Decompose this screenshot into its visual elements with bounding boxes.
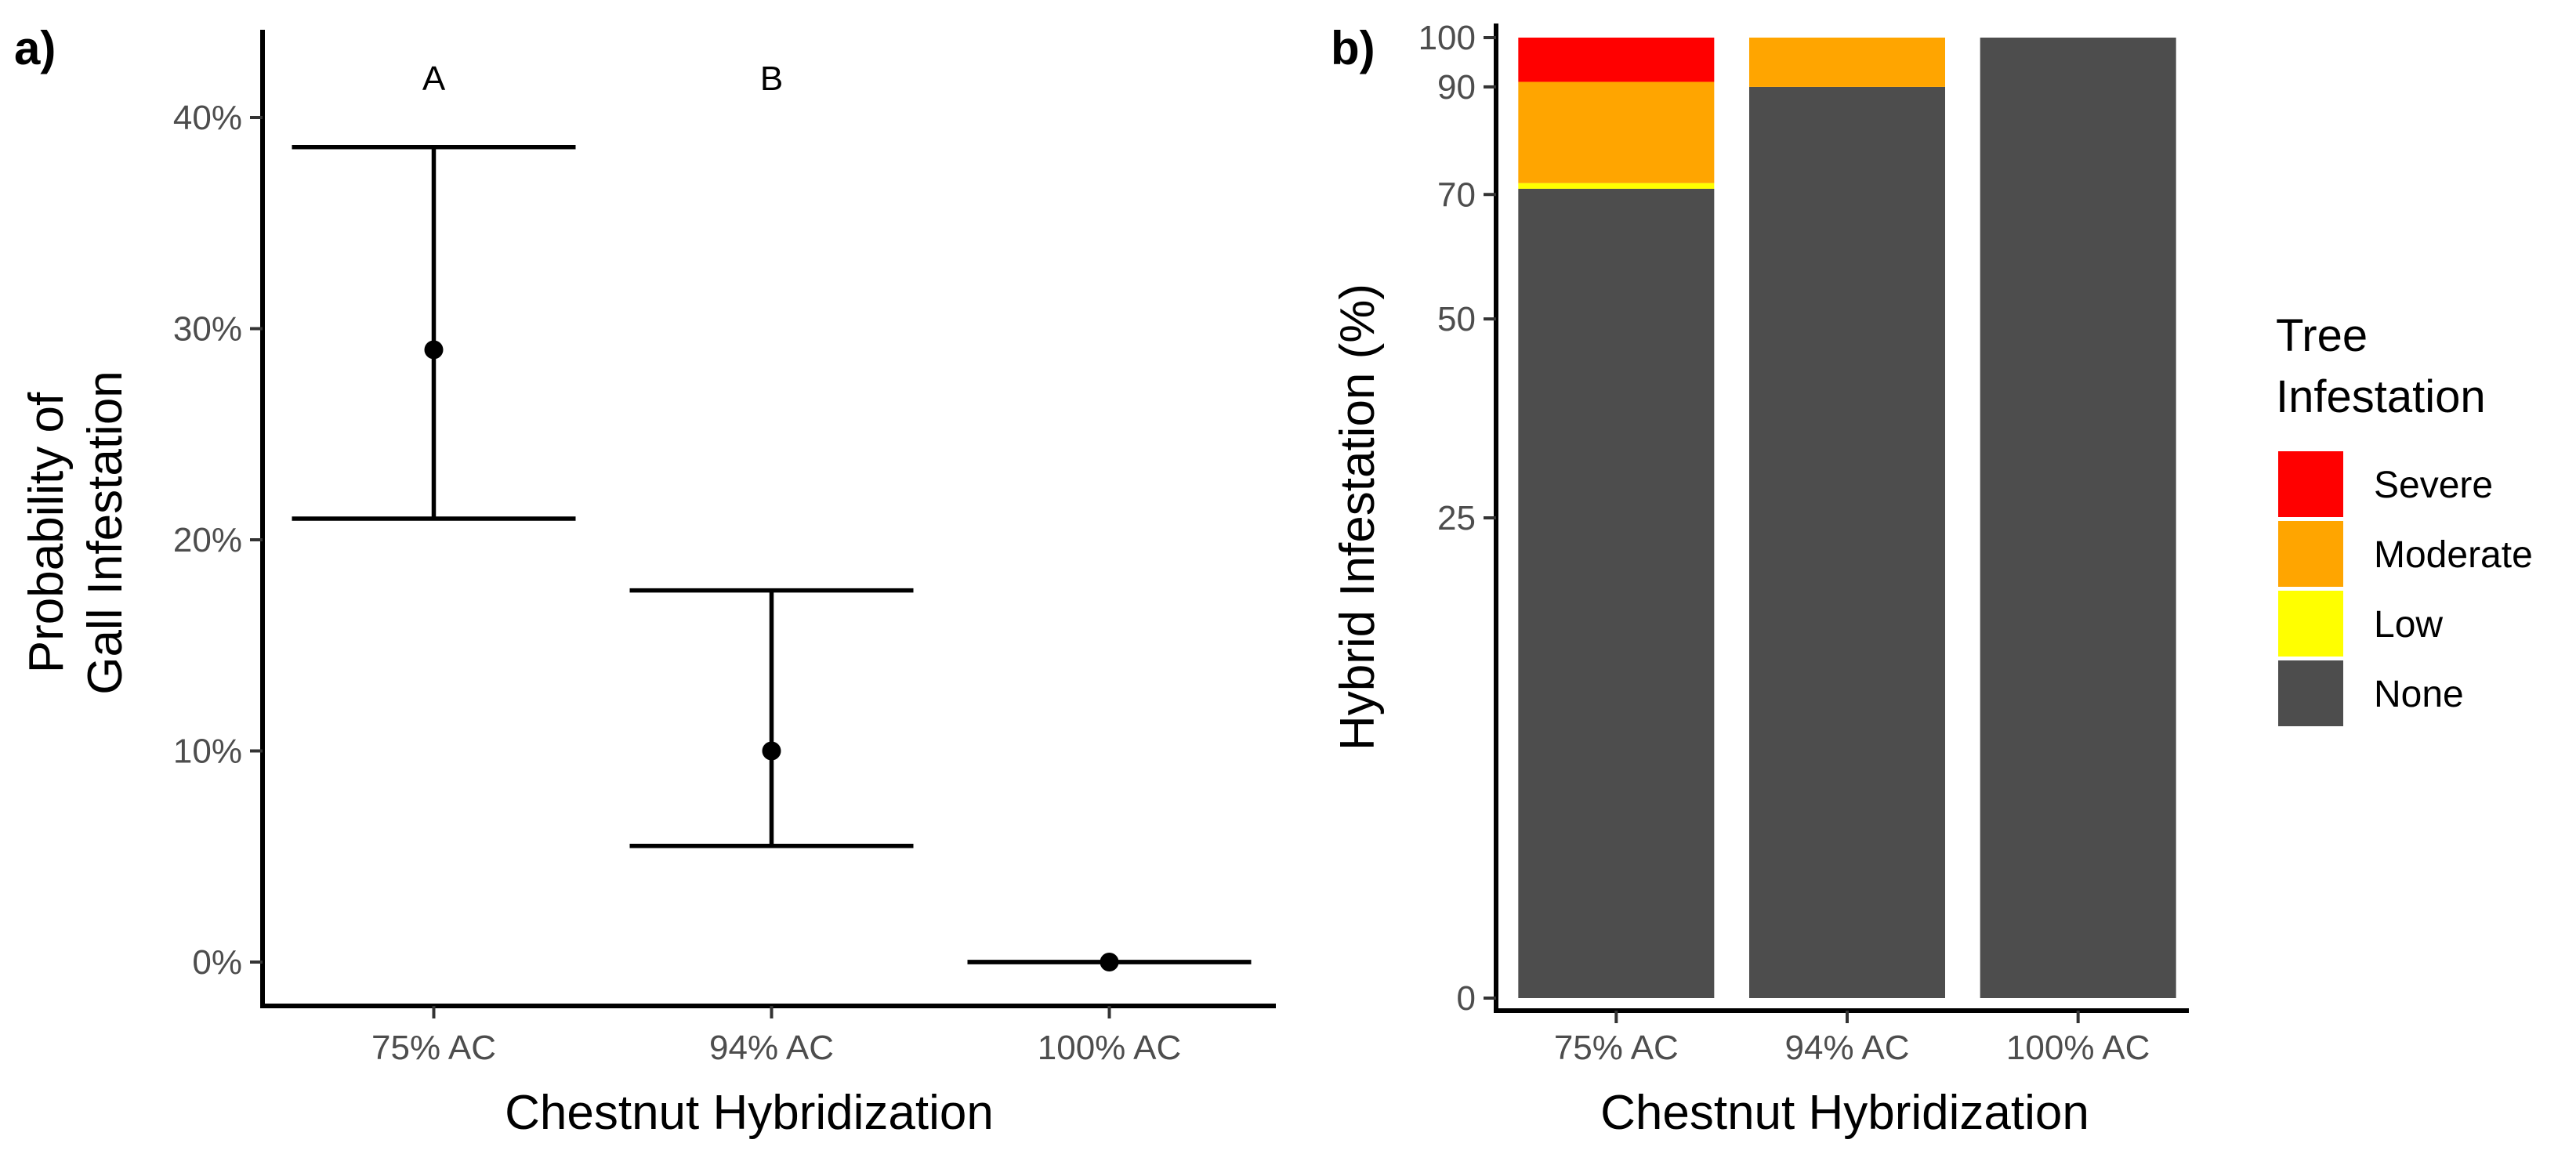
significance-letter: A (422, 60, 446, 98)
bar-segment-low (1518, 183, 1715, 189)
panel-a-x-axis: 75% AC 94% AC 100% AC (260, 1004, 1276, 1067)
legend-label: Moderate (2374, 534, 2533, 576)
point-estimate (762, 741, 781, 761)
panel-a-y-axis-title-line-2: Gall Infestation (78, 371, 132, 695)
panel-a-label: a) (14, 22, 56, 74)
legend-item-low: Low (2278, 591, 2443, 657)
panel-a-y-axis-title-line-1: Probability of (20, 392, 74, 673)
panel-b-stacked-bars (1518, 38, 2176, 998)
stacked-bar (1980, 38, 2176, 998)
legend-title-line-2: Infestation (2276, 371, 2486, 422)
panel-b-y-tick-label: 100 (1418, 19, 1476, 57)
legend-item-moderate: Moderate (2278, 521, 2533, 587)
legend-label: Severe (2374, 465, 2493, 506)
stacked-bar (1518, 38, 1715, 998)
legend-items: Severe Moderate Low None (2278, 451, 2533, 726)
bar-segment-moderate (1518, 81, 1715, 183)
error-bar-group: A (292, 60, 576, 521)
legend-item-none: None (2278, 660, 2464, 726)
panel-a-x-tick-label: 94% AC (709, 1029, 834, 1067)
panel-a-y-tick-label: 10% (173, 733, 242, 771)
panel-b-hybrid-infestation: b) 0 25 50 70 90 100 75% AC 94% AC 100% AC Ches… (1331, 19, 2189, 1140)
bar-segment-none (1518, 188, 1715, 998)
panel-a-y-axis: 0% 10% 20% 30% 40% (173, 30, 265, 1006)
legend-title-line-1: Tree (2276, 310, 2368, 361)
bar-segment-moderate (1749, 38, 1945, 87)
panel-b-x-tick-label: 75% AC (1554, 1029, 1679, 1067)
panel-b-y-tick-label: 25 (1437, 499, 1476, 537)
bar-segment-none (1749, 86, 1945, 998)
legend-swatch (2278, 451, 2343, 517)
panel-a-y-tick-label: 0% (192, 943, 242, 982)
panel-b-x-axis: 75% AC 94% AC 100% AC (1494, 1008, 2189, 1067)
panel-a-y-tick-label: 40% (173, 99, 242, 137)
point-estimate (424, 340, 444, 360)
significance-letter: B (760, 60, 783, 98)
legend-swatch (2278, 660, 2343, 726)
panel-b-y-tick-label: 90 (1437, 68, 1476, 107)
panel-b-x-axis-title: Chestnut Hybridization (1600, 1086, 2089, 1140)
legend-label: Low (2374, 604, 2443, 646)
error-bar-group (967, 953, 1252, 971)
panel-b-label: b) (1331, 22, 1375, 74)
legend-swatch (2278, 591, 2343, 657)
panel-b-y-axis-title: Hybrid Infestation (%) (1331, 284, 1385, 751)
panel-a-y-tick-label: 20% (173, 521, 242, 559)
bar-segment-none (1980, 38, 2176, 998)
panel-b-x-tick-label: 100% AC (2006, 1029, 2150, 1067)
legend: Tree Infestation Severe Moderate Low None (2276, 310, 2533, 726)
panel-a-x-axis-title: Chestnut Hybridization (505, 1086, 994, 1140)
legend-swatch (2278, 521, 2343, 587)
panel-b-x-tick-label: 94% AC (1785, 1029, 1910, 1067)
legend-label: None (2374, 674, 2464, 715)
panel-b-y-axis: 0 25 50 70 90 100 (1418, 19, 1498, 1018)
panel-b-y-tick-label: 50 (1437, 300, 1476, 338)
point-estimate (1100, 953, 1119, 971)
bar-segment-severe (1518, 38, 1715, 82)
error-bar-group: B (629, 60, 914, 848)
panel-a-x-tick-label: 100% AC (1038, 1029, 1181, 1067)
panel-a-x-tick-label: 75% AC (371, 1029, 496, 1067)
panel-b-y-tick-label: 0 (1457, 979, 1476, 1018)
panel-b-y-tick-label: 70 (1437, 175, 1476, 214)
legend-item-severe: Severe (2278, 451, 2493, 517)
panel-a-y-tick-label: 30% (173, 310, 242, 349)
stacked-bar (1749, 38, 1945, 998)
